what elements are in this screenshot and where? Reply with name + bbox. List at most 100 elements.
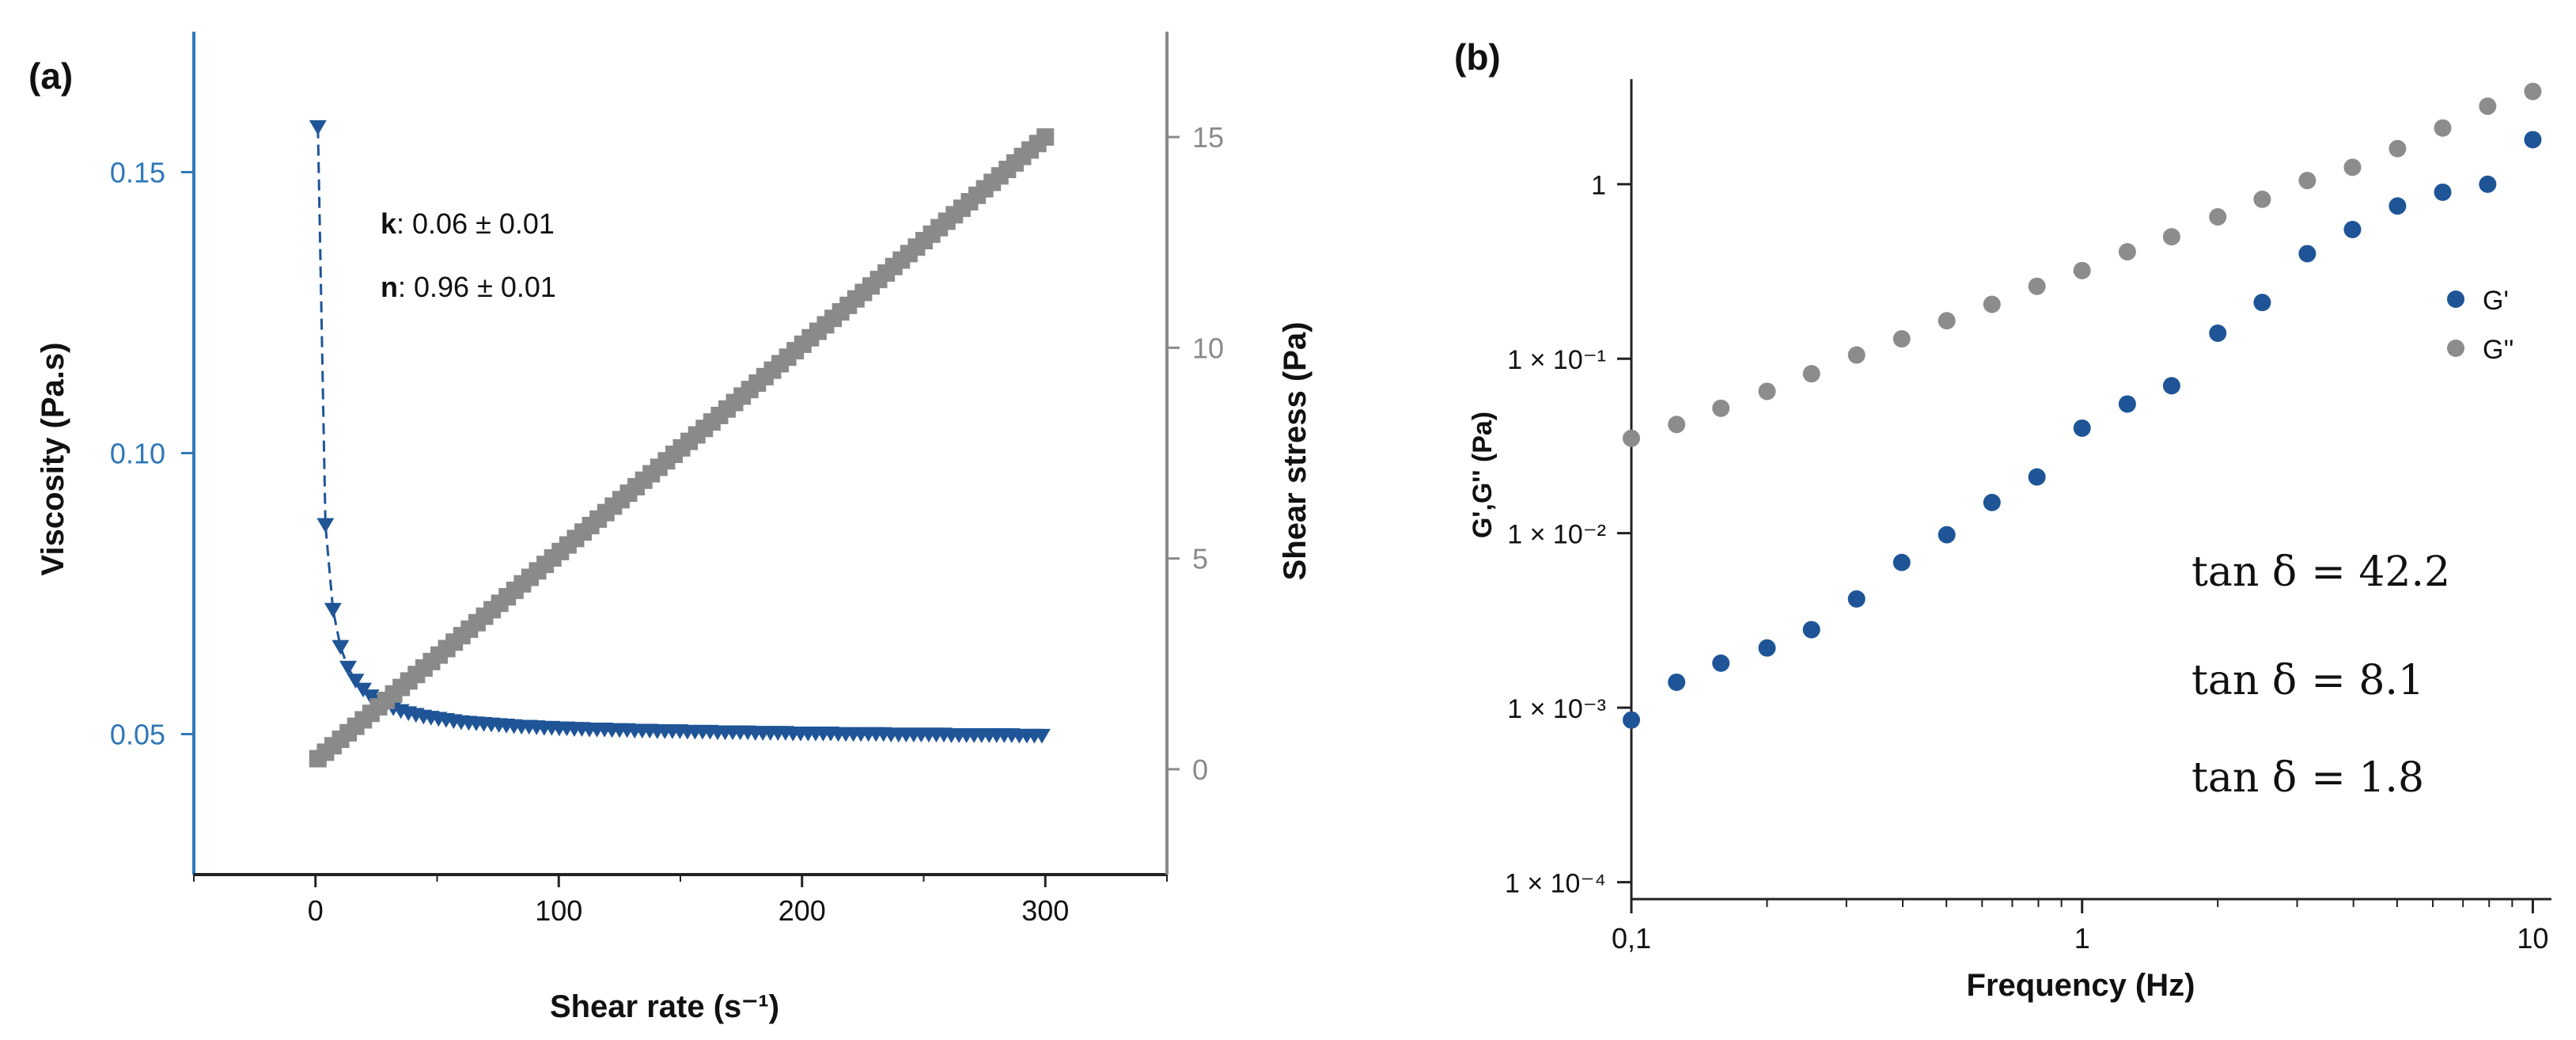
g-prime-point xyxy=(1983,493,2001,511)
g-moduli-tick-label: 1 × 10⁻¹ xyxy=(1507,345,1606,375)
legend-marker-g-double-prime xyxy=(2447,340,2464,357)
shear-stress-axis-title: Shear stress (Pa) xyxy=(1278,322,1313,581)
shear-stress-point xyxy=(1036,128,1055,146)
frequency-tick-label: 1 xyxy=(2074,922,2090,955)
g-double-prime-point xyxy=(2162,228,2180,246)
viscosity-point xyxy=(331,640,350,655)
g-prime-point xyxy=(1623,711,1640,729)
shear-rate-tick-label: 100 xyxy=(535,894,582,927)
g-double-prime-point xyxy=(2073,261,2091,279)
g-moduli-tick-label: 1 × 10⁻² xyxy=(1507,520,1606,550)
shear-rate-tick-label: 300 xyxy=(1021,894,1069,927)
power-law-annotation-box xyxy=(360,166,672,325)
panel-a: (a) 0 100 200 300 0.05 0.10 0.15 0 5 10 15 k: 0.… xyxy=(28,32,1313,1024)
tan-delta-annotation-2: tan δ = 8.1 xyxy=(2191,657,2424,704)
viscosity-axis-title: Viscosity (Pa.s) xyxy=(36,343,70,576)
g-prime-point xyxy=(2209,324,2227,342)
g-double-prime-point xyxy=(2343,158,2362,176)
g-prime-point xyxy=(1712,654,1730,672)
g-moduli-axis-title: G',G'' (Pa) xyxy=(1468,412,1498,538)
legend-label-g-double-prime: G'' xyxy=(2483,335,2513,365)
shear-stress-tick-label: 5 xyxy=(1192,543,1208,575)
g-prime-point xyxy=(1758,639,1776,657)
n-annotation: n: 0.96 ± 0.01 xyxy=(381,271,556,303)
frequency-axis-title: Frequency (Hz) xyxy=(1967,968,2195,1003)
g-prime-point xyxy=(2073,419,2091,437)
g-prime-point xyxy=(2162,377,2180,395)
g-prime-point xyxy=(2028,468,2046,486)
g-moduli-tick-label: 1 × 10⁻⁴ xyxy=(1505,869,1606,899)
viscosity-tick-label: 0.05 xyxy=(110,719,165,751)
viscosity-point xyxy=(339,660,357,676)
g-prime-point xyxy=(2524,131,2542,149)
g-double-prime-point xyxy=(2209,207,2227,226)
g-double-prime-point xyxy=(1668,416,1686,434)
g-double-prime-point xyxy=(2388,139,2407,158)
g-moduli-tick-label: 1 × 10⁻³ xyxy=(1507,694,1606,724)
g-double-prime-point xyxy=(2253,190,2271,208)
g-prime-point xyxy=(2118,395,2136,413)
shear-rate-axis-title: Shear rate (s⁻¹) xyxy=(550,989,779,1024)
viscosity-point xyxy=(316,518,335,533)
legend-marker-g-prime xyxy=(2447,290,2464,308)
g-prime-point xyxy=(2253,294,2271,312)
g-prime-point xyxy=(1668,673,1686,691)
g-double-prime-point xyxy=(2434,119,2452,137)
viscosity-tick-label: 0.15 xyxy=(110,157,165,189)
g-double-prime-point xyxy=(2524,82,2542,101)
shear-stress-tick-label: 15 xyxy=(1192,121,1224,154)
k-annotation: k: 0.06 ± 0.01 xyxy=(381,207,555,240)
g-moduli-ticks: 1 × 10⁻⁴ 1 × 10⁻³ 1 × 10⁻² 1 × 10⁻¹ 1 xyxy=(1505,171,1631,899)
shear-rate-tick-label: 200 xyxy=(778,894,826,927)
g-prime-point xyxy=(1802,621,1820,639)
g-double-prime-point xyxy=(1983,295,2001,313)
g-double-prime-point xyxy=(2479,97,2497,116)
frequency-tick-label: 10 xyxy=(2517,922,2548,955)
viscosity-ticks: 0.05 0.10 0.15 xyxy=(110,157,194,751)
viscosity-point xyxy=(1032,728,1051,744)
legend: G' G'' xyxy=(2447,286,2513,365)
g-double-prime-point xyxy=(1623,429,1640,447)
frequency-ticks: 0,1 1 10 xyxy=(1612,899,2548,955)
g-prime-point xyxy=(2298,245,2317,263)
viscosity-point xyxy=(362,689,380,704)
g-double-prime-series xyxy=(1623,82,2542,447)
shear-stress-tick-label: 0 xyxy=(1192,753,1208,786)
g-double-prime-point xyxy=(1938,312,1956,330)
g-prime-point xyxy=(2434,183,2452,201)
g-prime-point xyxy=(2479,175,2497,193)
tan-delta-annotation-3: tan δ = 1.8 xyxy=(2191,754,2424,802)
viscosity-tick-label: 0.10 xyxy=(110,438,165,470)
g-prime-point xyxy=(2343,220,2362,238)
g-double-prime-point xyxy=(1758,382,1776,400)
viscosity-series xyxy=(309,120,1051,744)
viscosity-point xyxy=(347,674,365,689)
g-prime-point xyxy=(2388,197,2407,215)
panel-b: (b) 0,1 1 10 1 × 10⁻⁴1 × 10⁻³1 × 10⁻²1 × 1… xyxy=(1454,36,2551,1003)
tan-delta-annotation-1: tan δ = 42.2 xyxy=(2191,548,2450,596)
panel-a-label: (a) xyxy=(28,55,73,97)
g-prime-series xyxy=(1623,131,2542,729)
legend-label-g-prime: G' xyxy=(2483,286,2509,316)
g-prime-point xyxy=(1938,526,1956,544)
viscosity-point xyxy=(324,602,342,618)
panel-b-label: (b) xyxy=(1454,36,1501,78)
shear-stress-ticks: 0 5 10 15 xyxy=(1167,121,1224,786)
frequency-tick-label: 0,1 xyxy=(1612,922,1651,955)
viscosity-point xyxy=(309,120,327,135)
shear-stress-tick-label: 10 xyxy=(1192,332,1224,364)
shear-rate-tick-label: 0 xyxy=(308,894,324,927)
g-double-prime-point xyxy=(2118,243,2136,261)
g-moduli-tick-label: 1 xyxy=(1591,171,1606,201)
g-prime-point xyxy=(1892,553,1911,571)
g-double-prime-point xyxy=(1712,399,1730,417)
g-prime-point xyxy=(1847,590,1866,608)
g-double-prime-point xyxy=(2028,277,2046,295)
g-double-prime-point xyxy=(1892,330,1911,348)
g-double-prime-point xyxy=(1847,346,1866,364)
shear-stress-series xyxy=(309,128,1055,768)
g-double-prime-point xyxy=(2298,172,2317,190)
g-double-prime-point xyxy=(1802,365,1820,383)
tan-delta-annotations: tan δ = 42.2 tan δ = 8.1 tan δ = 1.8 xyxy=(2191,548,2450,802)
